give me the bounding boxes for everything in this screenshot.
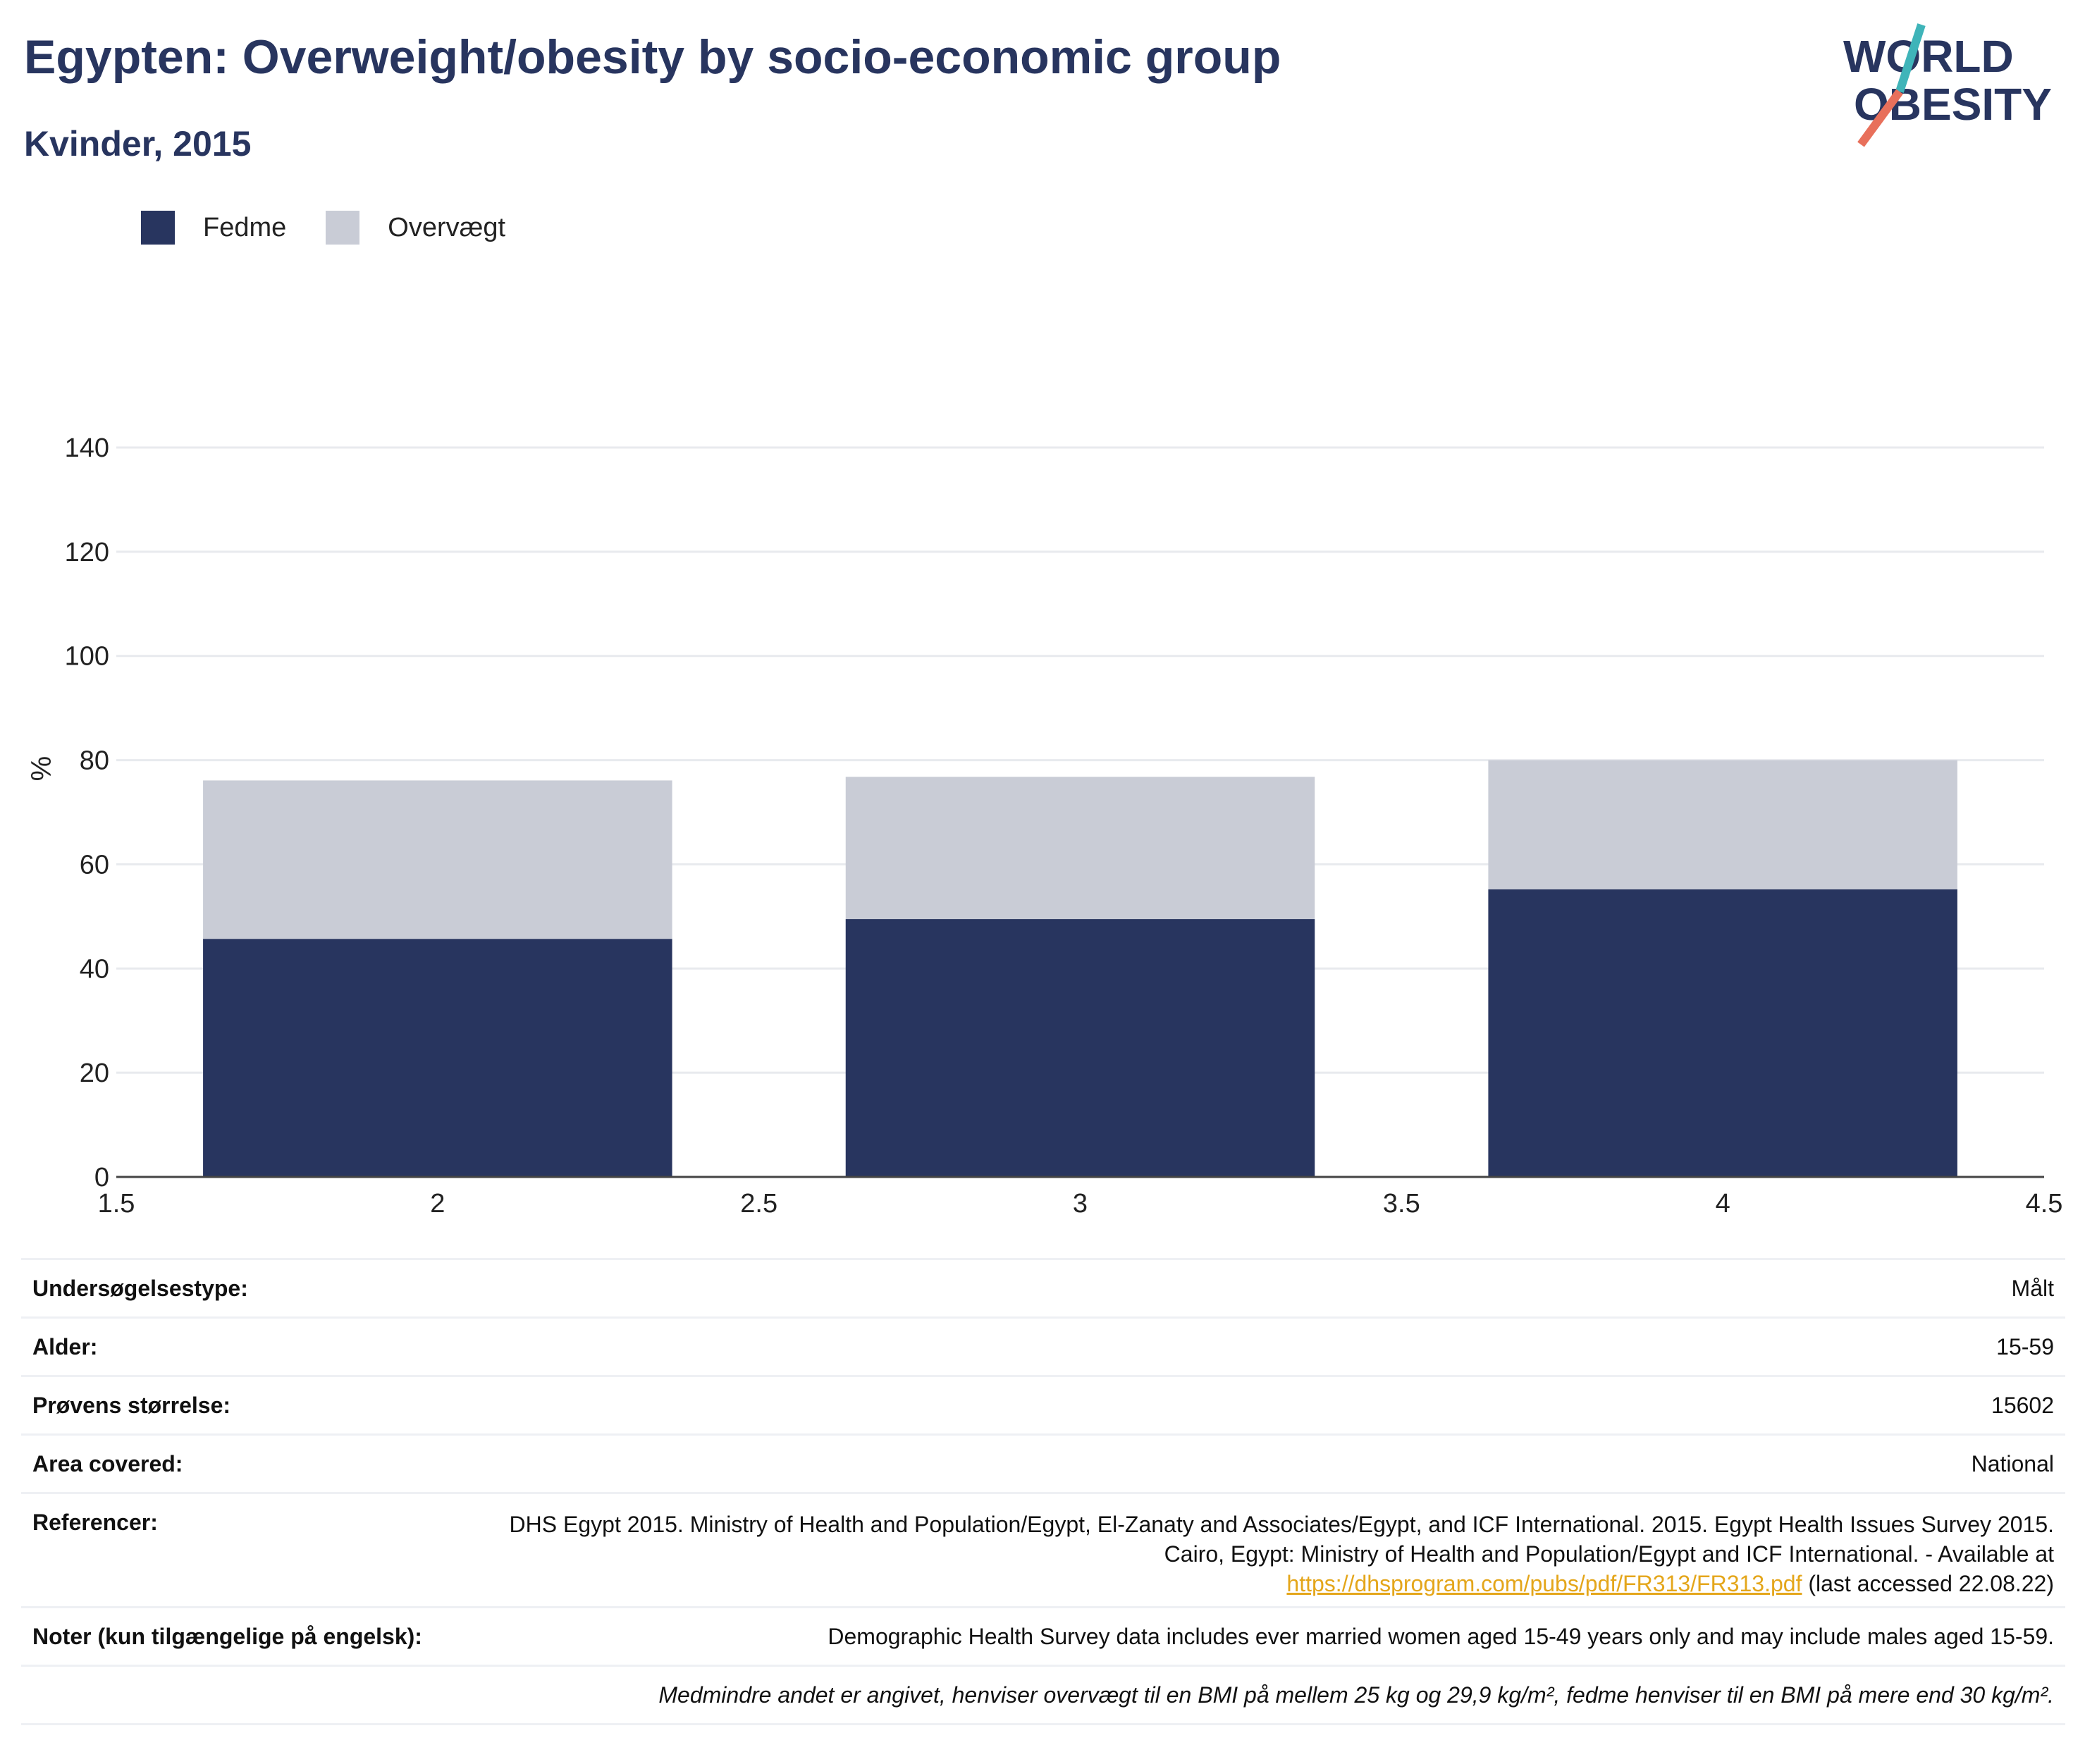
info-label: Alder: [32,1333,98,1359]
footnote-text: Medmindre andet er angivet, henviser ove… [658,1682,2054,1708]
logo-slash-coral [1857,89,1903,147]
logo-slash-teal [1895,23,1926,93]
bar-overvaegt [203,780,672,939]
info-row-survey-type: Undersøgelsestype: Målt [21,1258,2065,1316]
y-tick-label: 100 [65,642,109,672]
bar-fedme [1488,889,1957,1177]
logo-word-obesity: OBESITY [1854,79,2052,130]
info-row-area: Area covered: National [21,1433,2065,1492]
y-axis-label: % [26,756,57,782]
y-tick-label: 120 [65,538,109,567]
legend-swatch-overvaegt [326,211,360,245]
x-tick-label: 3.5 [1383,1189,1420,1219]
references-text: DHS Egypt 2015. Ministry of Health and P… [503,1510,2054,1598]
x-tick-label: 3 [1073,1189,1088,1219]
info-row-age: Alder: 15-59 [21,1316,2065,1375]
stacked-bar-chart: 0 20 40 60 80 100 120 140% 1.5 2 2.5 3 3.5 4 4.5 [26,433,2063,1219]
references-suffix: (last accessed 22.08.22) [1808,1571,2054,1596]
x-tick-label: 2 [430,1189,445,1219]
bar-overvaegt [845,777,1315,920]
info-value: 15-59 [1996,1333,2054,1359]
info-value: 15602 [1991,1392,2054,1418]
info-label: Noter (kun tilgængelige på engelsk): [32,1623,422,1649]
world-obesity-logo: WORLD OBESITY [1843,23,2052,147]
bar-overvaegt [1488,760,1957,889]
legend-swatch-fedme [141,211,175,245]
y-tick-label: 60 [80,850,109,880]
legend-label-fedme: Fedme [203,212,287,242]
info-value: National [1971,1450,2054,1476]
bar-fedme [203,939,672,1177]
legend-item-overvaegt[interactable]: Overvægt [326,211,505,245]
info-row-sample-size: Prøvens størrelse: 15602 [21,1375,2065,1433]
y-tick-label: 20 [80,1059,109,1088]
y-tick-label: 40 [80,954,109,984]
info-table: Undersøgelsestype: Målt Alder: 15-59 Prø… [21,1258,2065,1725]
x-tick-label: 1.5 [98,1189,135,1219]
x-tick-label: 4.5 [2026,1189,2063,1219]
chart-title: Egypten: Overweight/obesity by socio-eco… [24,30,1281,84]
x-tick-label: 2.5 [740,1189,777,1219]
info-label: Undersøgelsestype: [32,1275,248,1301]
info-value: Målt [2011,1275,2054,1301]
info-label: Prøvens størrelse: [32,1392,231,1418]
legend-label-overvaegt: Overvægt [388,212,506,242]
info-row-references: Referencer: DHS Egypt 2015. Ministry of … [21,1492,2065,1606]
info-row-notes: Noter (kun tilgængelige på engelsk): Dem… [21,1606,2065,1665]
references-body: DHS Egypt 2015. Ministry of Health and P… [509,1512,2054,1567]
references-link[interactable]: https://dhsprogram.com/pubs/pdf/FR313/FR… [1286,1571,1802,1596]
info-label: Area covered: [32,1450,183,1476]
y-tick-label: 0 [94,1163,109,1192]
y-tick-label: 80 [80,746,109,776]
legend-item-fedme[interactable]: Fedme [141,211,286,245]
info-label: Referencer: [32,1510,158,1535]
info-value: Demographic Health Survey data includes … [828,1623,2054,1649]
chart-legend: Fedme Overvægt [141,209,545,247]
y-tick-label: 140 [65,433,109,463]
chart-subtitle: Kvinder, 2015 [24,124,252,164]
info-row-footnote: Medmindre andet er angivet, henviser ove… [21,1665,2065,1725]
logo-word-world: WORLD [1843,31,2014,82]
bar-fedme [845,919,1315,1177]
x-tick-label: 4 [1716,1189,1730,1219]
